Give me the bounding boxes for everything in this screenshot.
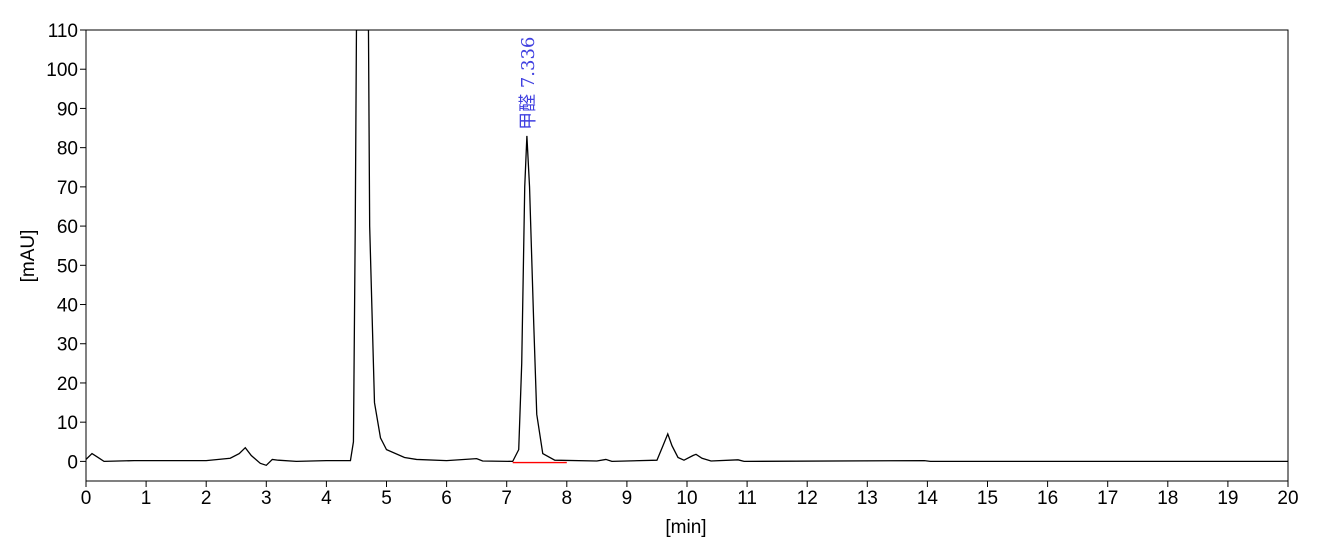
x-tick-label: 19 [1217, 488, 1238, 509]
plot-frame [85, 29, 1289, 482]
x-tick-label: 15 [977, 488, 998, 509]
x-tick-label: 4 [321, 488, 332, 509]
x-tick-label: 6 [441, 488, 452, 509]
y-tick-label: 30 [57, 335, 78, 356]
x-tick-label: 5 [381, 488, 392, 509]
y-tick-label: 0 [67, 452, 78, 473]
x-tick-label: 20 [1277, 488, 1298, 509]
y-tick-label: 60 [57, 217, 78, 238]
y-axis-label: [mAU] [18, 230, 39, 283]
y-tick-label: 80 [57, 139, 78, 160]
y-tick-label: 20 [57, 374, 78, 395]
x-tick-label: 18 [1157, 488, 1178, 509]
y-tick-label: 50 [57, 256, 78, 277]
x-axis-label: [min] [665, 517, 706, 538]
x-tick-label: 14 [917, 488, 939, 509]
y-tick-label: 110 [48, 21, 78, 42]
x-tick-label: 1 [141, 488, 152, 509]
y-tick-label: 100 [46, 60, 78, 81]
x-tick-label: 12 [797, 488, 818, 509]
plot-area [86, 30, 1288, 467]
x-tick-label: 17 [1097, 488, 1118, 509]
y-tick-label: 90 [57, 99, 78, 120]
y-tick-label: 70 [57, 178, 78, 199]
x-tick-label: 7 [501, 488, 512, 509]
y-tick-label: 40 [57, 296, 78, 317]
x-tick-label: 13 [857, 488, 878, 509]
x-tick-label: 2 [201, 488, 212, 509]
x-tick-label: 0 [81, 488, 92, 509]
x-tick-label: 8 [562, 488, 573, 509]
x-tick-label: 9 [622, 488, 633, 509]
x-tick-label: 3 [261, 488, 272, 509]
trace-line [86, 30, 1288, 467]
y-tick-label: 10 [57, 413, 78, 434]
peak-annotation: 甲醛 7.336 [518, 37, 539, 130]
x-tick-label: 16 [1037, 488, 1058, 509]
x-tick-label: 11 [737, 488, 757, 509]
x-tick-label: 10 [676, 488, 697, 509]
